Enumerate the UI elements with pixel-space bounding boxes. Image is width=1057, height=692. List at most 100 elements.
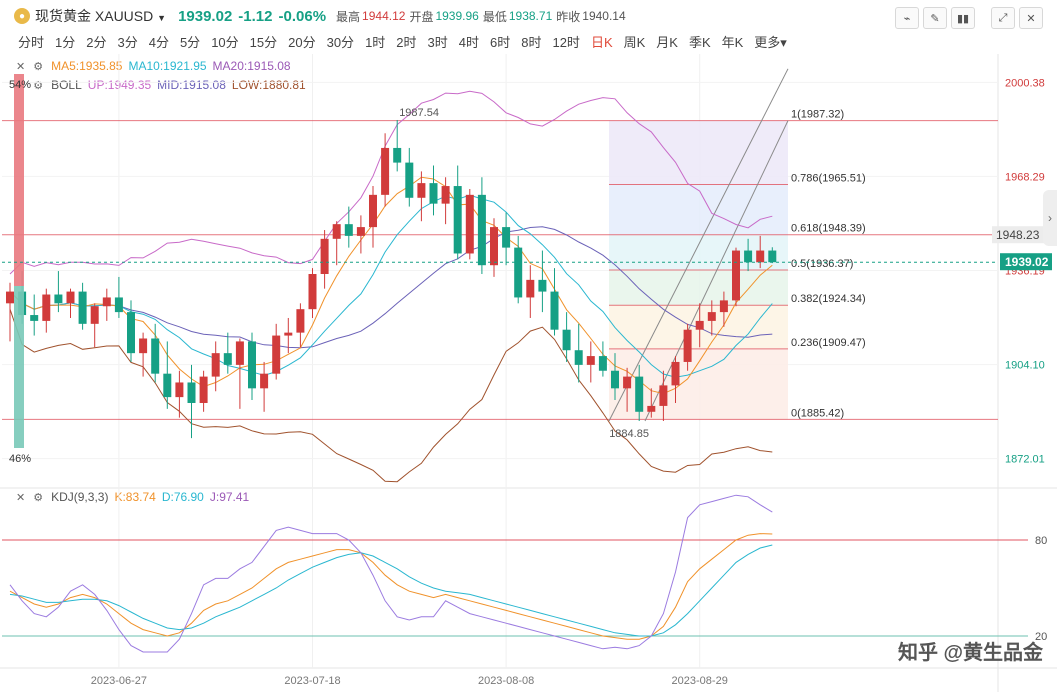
expand-icon[interactable]: ⤢ [991,7,1015,29]
fib-trend-line [608,68,789,422]
tab-11[interactable]: 2时 [396,34,417,50]
settings-icon[interactable]: ⚙ [33,60,44,73]
current-price-tag [1000,253,1052,271]
low-label: 最低 [482,9,507,24]
high-value: 1944.12 [362,9,406,23]
close-icon[interactable]: ✕ [1019,7,1043,29]
tab-7[interactable]: 15分 [249,34,278,50]
tab-5[interactable]: 5分 [179,34,201,50]
hide-icon[interactable]: ✕ [16,491,26,504]
price-tick-label: 1904.10 [1005,360,1045,372]
tab-17[interactable]: 日K [590,34,613,50]
candle-body [417,183,426,198]
tab-13[interactable]: 4时 [458,34,479,50]
chevron-down-icon[interactable]: ▼ [157,13,167,23]
sentiment-bar-up [14,74,24,286]
fib-zone [609,120,788,185]
x-tick-label: 2023-08-08 [478,675,534,687]
open-label: 开盘 [409,9,434,24]
tab-12[interactable]: 3时 [427,34,448,50]
candle-body [211,353,220,377]
fib-zone [609,184,788,235]
tab-16[interactable]: 12时 [552,34,580,50]
ma5-line [9,176,773,395]
candle-body [526,279,535,298]
fib-label: 0.618(1948.39) [791,223,866,235]
tab-22[interactable]: 更多▾ [754,34,787,50]
boll-low-line [9,309,773,483]
settings-icon[interactable]: ⚙ [33,79,44,92]
ma20-value: MA20:1915.08 [212,59,291,73]
candle-body [78,291,87,324]
candle-body [272,335,281,374]
candle-body [562,329,571,351]
fib-label: 1(1987.32) [791,109,844,121]
fib-label: 0.5(1936.37) [791,258,853,270]
gold-coin-icon: ● [14,8,30,24]
candle-body [332,224,341,239]
candle-body [151,338,160,374]
tab-1[interactable]: 1分 [55,34,76,50]
tab-6[interactable]: 10分 [211,34,239,50]
candle-body [744,250,753,263]
crosshair-price-text: 1948.23 [996,228,1040,242]
candle-body [320,238,329,274]
fib-zone [609,269,788,306]
x-tick-label: 2023-06-27 [91,675,147,687]
hide-icon[interactable]: ✕ [16,60,26,73]
toolbar: ⌁ ✎ ▮▮ ⤢ ✕ [895,7,1043,29]
candle-body [308,274,317,310]
candle-body [6,291,14,304]
tab-4[interactable]: 4分 [148,34,169,50]
candle-body [465,194,474,254]
tab-8[interactable]: 20分 [288,34,316,50]
tab-10[interactable]: 1时 [365,34,386,50]
tab-21[interactable]: 年K [721,34,744,50]
current-price-text: 1939.02 [1005,255,1049,269]
boll-low-value: LOW:1880.81 [231,78,306,92]
candle-body [671,361,680,386]
line-chart-icon[interactable]: ⌁ [895,7,919,29]
boll-name: BOLL [51,78,82,92]
candle-body [732,250,740,301]
candle-body [719,300,728,313]
candle-icon[interactable]: ▮▮ [951,7,975,29]
tab-18[interactable]: 周K [623,34,646,50]
candle-body [296,309,305,333]
x-tick-label: 2023-07-18 [284,675,340,687]
fib-label: 0.236(1909.47) [791,337,866,349]
tab-0[interactable]: 分时 [18,34,45,50]
prev-close-value: 1940.14 [582,9,626,23]
candle-body [187,382,196,403]
candle-body [284,332,293,336]
candle-body [707,312,716,321]
price-tick-label: 2000.38 [1005,77,1045,89]
candle-body [756,250,765,263]
ma10-line [9,194,773,378]
candle-body [127,312,135,354]
candle-body [477,194,486,266]
kdj-name: KDJ(9,3,3) [51,490,109,504]
settings-icon[interactable]: ⚙ [33,491,44,504]
symbol-name[interactable]: 现货黄金 XAUUSD ▼ [35,8,167,24]
tab-3[interactable]: 3分 [117,34,138,50]
tab-19[interactable]: 月K [656,34,678,50]
tab-20[interactable]: 季K [688,34,711,50]
low-value: 1938.71 [508,9,553,23]
candle-body [768,250,777,263]
tab-2[interactable]: 2分 [86,34,107,50]
last-price: 1939.02 [178,7,233,25]
high-label: 最高 [336,9,361,24]
candle-body [381,147,390,195]
candle-body [441,186,450,204]
chevron-right-icon[interactable]: › [1043,190,1057,246]
pen-icon[interactable]: ✎ [923,7,947,29]
candle-body [405,162,414,198]
fib-label: 0.786(1965.51) [791,173,866,185]
candle-body [163,373,172,398]
candle-body [199,376,208,403]
tab-15[interactable]: 8时 [521,34,542,50]
tab-9[interactable]: 30分 [326,34,355,50]
tab-14[interactable]: 6时 [490,34,511,50]
